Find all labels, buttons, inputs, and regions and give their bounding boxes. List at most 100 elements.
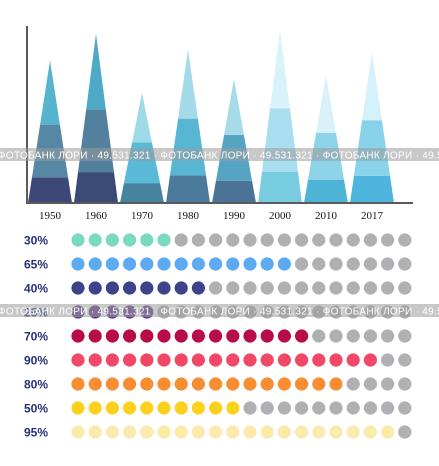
dot-filled	[174, 401, 188, 415]
row-label: 65%	[24, 258, 48, 272]
dot-filled	[346, 353, 360, 367]
dot-filled	[174, 425, 188, 439]
dot-empty	[312, 329, 326, 343]
dot-filled	[105, 401, 119, 415]
dot-filled	[123, 233, 137, 247]
dot-empty	[346, 329, 360, 343]
dot-empty	[346, 257, 360, 271]
peak-1990	[212, 79, 256, 203]
dot-empty	[226, 233, 240, 247]
dot-filled	[157, 401, 171, 415]
dot-row-40pct: 40%	[24, 281, 412, 296]
dot-empty	[346, 281, 360, 295]
dot-filled	[140, 281, 154, 295]
dot-filled	[174, 257, 188, 271]
dot-empty	[381, 281, 395, 295]
dot-filled	[363, 425, 377, 439]
dot-filled	[71, 425, 85, 439]
dot-filled	[329, 425, 343, 439]
row-label: 90%	[24, 354, 48, 368]
dot-filled	[243, 257, 257, 271]
dot-empty	[329, 257, 343, 271]
dot-filled	[71, 377, 85, 391]
dot-empty	[243, 281, 257, 295]
dot-filled	[209, 353, 223, 367]
dot-empty	[381, 377, 395, 391]
dot-empty	[346, 233, 360, 247]
dot-empty	[398, 353, 412, 367]
dot-empty	[363, 257, 377, 271]
dot-row-90pct: 90%	[24, 353, 412, 368]
dot-row-80pct: 80%	[24, 377, 412, 392]
dot-filled	[157, 425, 171, 439]
peak-band-bottom	[350, 175, 394, 203]
dot-filled	[88, 329, 102, 343]
watermark: ФОТОБАНК ЛОРИ · 49.531.321 · ФОТОБАНК ЛО…	[0, 148, 439, 318]
x-tick-label: 2010	[315, 210, 338, 222]
row-label: 95%	[24, 426, 48, 440]
peak-band-top	[362, 52, 382, 121]
dot-filled	[140, 329, 154, 343]
peak-band-top	[132, 92, 152, 143]
dot-empty	[277, 281, 291, 295]
dot-filled	[226, 425, 240, 439]
dot-filled	[226, 401, 240, 415]
percentage-dot-rows: 30%65%40%25%70%90%80%50%95%	[24, 233, 412, 440]
dot-filled	[105, 425, 119, 439]
dot-row-70pct: 70%	[24, 329, 412, 344]
dot-filled	[346, 425, 360, 439]
dot-row-30pct: 30%	[24, 233, 412, 248]
peak-band-bottom	[304, 179, 348, 203]
dot-filled	[123, 257, 137, 271]
dot-filled	[191, 425, 205, 439]
dot-filled	[140, 401, 154, 415]
dot-empty	[277, 233, 291, 247]
x-tick-label: 1950	[39, 210, 62, 222]
dot-filled	[123, 401, 137, 415]
dot-filled	[209, 425, 223, 439]
peak-band-top	[270, 30, 290, 109]
x-tick-label: 1990	[223, 210, 246, 222]
dot-row-95pct: 95%	[24, 425, 412, 440]
dot-filled	[123, 329, 137, 343]
dot-empty	[295, 401, 309, 415]
watermark-text: ФОТОБАНК ЛОРИ · 49.531.321 · ФОТОБАНК ЛО…	[0, 307, 439, 318]
dot-filled	[105, 377, 119, 391]
dot-filled	[105, 329, 119, 343]
dot-filled	[277, 329, 291, 343]
row-label: 70%	[24, 330, 48, 344]
peak-band-bottom	[166, 175, 210, 203]
dot-filled	[71, 233, 85, 247]
dot-filled	[88, 377, 102, 391]
dot-filled	[71, 281, 85, 295]
dot-filled	[329, 377, 343, 391]
peak-band-middle	[261, 108, 299, 173]
dot-filled	[191, 329, 205, 343]
peak-band-middle	[169, 118, 207, 176]
dot-empty	[346, 401, 360, 415]
dot-filled	[88, 353, 102, 367]
dot-filled	[174, 281, 188, 295]
dot-filled	[277, 353, 291, 367]
dot-empty	[295, 257, 309, 271]
peak-1960	[74, 33, 118, 203]
dot-filled	[191, 281, 205, 295]
dot-empty	[398, 281, 412, 295]
dot-empty	[243, 401, 257, 415]
dot-empty	[329, 401, 343, 415]
row-label: 80%	[24, 378, 48, 392]
dot-filled	[157, 329, 171, 343]
peak-band-bottom	[258, 172, 302, 203]
dot-filled	[105, 353, 119, 367]
dot-filled	[243, 425, 257, 439]
x-tick-labels: 1950 1960 1970 1980 1990 2000 2010 2017	[39, 210, 384, 222]
dot-filled	[312, 425, 326, 439]
dot-filled	[123, 377, 137, 391]
dot-filled	[260, 257, 274, 271]
watermark-text: ФОТОБАНК ЛОРИ · 49.531.321 · ФОТОБАНК ЛО…	[0, 151, 439, 162]
dot-filled	[363, 353, 377, 367]
watermark-strip: ФОТОБАНК ЛОРИ · 49.531.321 · ФОТОБАНК ЛО…	[0, 304, 439, 318]
dot-filled	[140, 377, 154, 391]
dot-empty	[381, 329, 395, 343]
